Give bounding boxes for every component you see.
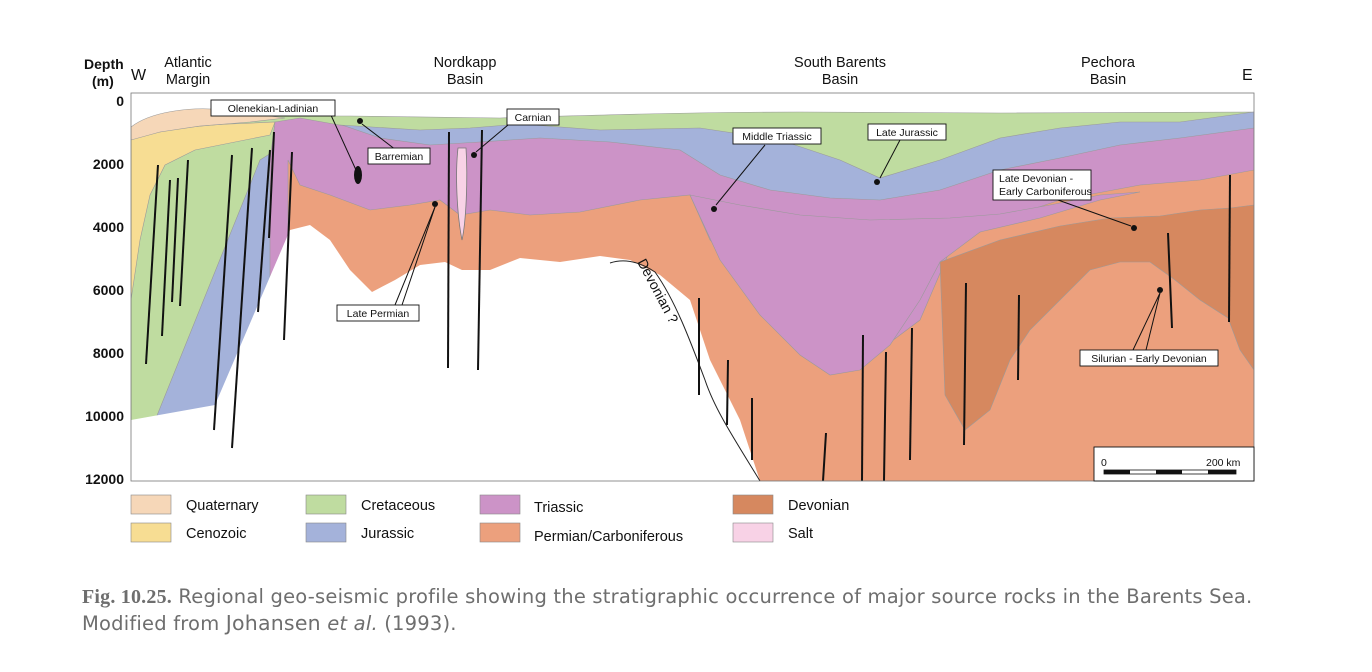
- west-label: W: [131, 67, 147, 84]
- legend-label-permian-carboniferous: Permian/Carboniferous: [534, 529, 683, 545]
- annotation-late-jurassic-text: Late Jurassic: [876, 127, 938, 139]
- depth-tick-12000: 12000: [85, 471, 124, 487]
- annotation-olenekian-text: Olenekian-Ladinian: [228, 103, 319, 115]
- annotation-late-devonian-text-2: Early Carboniferous: [999, 186, 1092, 198]
- annotation-late-jurassic: Late Jurassic: [867, 123, 947, 141]
- annotation-barremian: Barremian: [367, 147, 431, 165]
- basin-label-pechora-line1: Pechora: [1081, 55, 1136, 71]
- depth-axis-title: Depth: [84, 56, 124, 72]
- basement-region: [131, 225, 760, 481]
- annotation-late-permian: Late Permian: [336, 304, 420, 322]
- basin-label-nordkapp-line2: Basin: [447, 72, 483, 88]
- basin-label-south-barents-line1: South Barents: [794, 55, 886, 71]
- legend-item-quaternary: Quaternary: [130, 494, 259, 515]
- annotation-silurian-text: Silurian - Early Devonian: [1091, 353, 1207, 365]
- cross-section: [130, 92, 1255, 482]
- legend-label-triassic: Triassic: [534, 500, 583, 516]
- scale-bar-start: 0: [1101, 457, 1107, 469]
- basin-label-atlantic-line2: Margin: [166, 72, 210, 88]
- basin-label-atlantic-line1: Atlantic: [164, 55, 212, 71]
- legend-label-jurassic: Jurassic: [361, 526, 414, 542]
- east-label: E: [1242, 67, 1253, 84]
- legend-swatch-devonian: [732, 494, 774, 515]
- legend-label-devonian: Devonian: [788, 498, 849, 514]
- annotation-silurian: Silurian - Early Devonian: [1079, 349, 1219, 367]
- depth-tick-0: 0: [116, 93, 124, 109]
- legend-label-cenozoic: Cenozoic: [186, 526, 246, 542]
- caption-year: (1993).: [377, 612, 457, 635]
- caption-author: Johansen: [225, 611, 321, 635]
- layer-quaternary: [131, 108, 286, 141]
- legend-swatch-permian-carboniferous: [479, 522, 521, 543]
- figure-caption: Fig. 10.25. Regional geo-seismic profile…: [82, 584, 1312, 637]
- depth-tick-2000: 2000: [93, 156, 124, 172]
- legend-swatch-cenozoic: [130, 522, 172, 543]
- leader-lines: [329, 112, 1161, 351]
- annotation-late-devonian: Late Devonian - Early Carboniferous: [992, 169, 1092, 201]
- figure-number: Fig. 10.25.: [82, 586, 172, 608]
- legend-item-devonian: Devonian: [732, 494, 849, 515]
- legend: Quaternary Cenozoic Cretaceous Jurassic …: [130, 494, 849, 545]
- scale-bar-end: 200 km: [1206, 457, 1241, 469]
- layer-devonian: [939, 204, 1254, 431]
- legend-label-quaternary: Quaternary: [186, 498, 259, 514]
- faults: [145, 129, 1231, 481]
- section-frame: [130, 92, 1255, 482]
- legend-swatch-quaternary: [130, 494, 172, 515]
- annotation-late-permian-text: Late Permian: [347, 308, 410, 320]
- legend-swatch-triassic: [479, 494, 521, 515]
- devonian-question-outline: [609, 260, 761, 481]
- depth-tick-10000: 10000: [85, 408, 124, 424]
- depth-tick-8000: 8000: [93, 345, 124, 361]
- annotation-middle-triassic: Middle Triassic: [732, 127, 822, 145]
- depth-tick-4000: 4000: [93, 219, 124, 235]
- annotation-middle-triassic-text: Middle Triassic: [742, 131, 811, 143]
- layer-salt: [456, 147, 468, 241]
- annotation-carnian-text: Carnian: [515, 112, 552, 124]
- legend-swatch-jurassic: [305, 522, 347, 543]
- legend-item-jurassic: Jurassic: [305, 522, 414, 543]
- basin-label-pechora-line2: Basin: [1090, 72, 1126, 88]
- annotation-carnian: Carnian: [506, 108, 560, 126]
- legend-item-salt: Salt: [732, 522, 813, 543]
- geo-seismic-profile-figure: Depth (m) W E Atlantic Margin Nordkapp B…: [84, 55, 1255, 545]
- legend-swatch-salt: [732, 522, 774, 543]
- legend-item-triassic: Triassic: [479, 494, 583, 516]
- legend-swatch-cretaceous: [305, 494, 347, 515]
- legend-label-salt: Salt: [788, 526, 813, 542]
- legend-label-cretaceous: Cretaceous: [361, 498, 435, 514]
- annotation-late-devonian-text-1: Late Devonian -: [999, 173, 1074, 185]
- source-rock-markers: [354, 118, 1163, 293]
- layer-triassic-trough: [689, 191, 1141, 376]
- scale-bar: 0 200 km: [1093, 446, 1255, 482]
- annotation-olenekian: Olenekian-Ladinian: [210, 99, 336, 117]
- legend-item-cretaceous: Cretaceous: [305, 494, 435, 515]
- caption-text: Regional geo-seismic profile showing the…: [82, 585, 1253, 635]
- legend-item-cenozoic: Cenozoic: [130, 522, 246, 543]
- basin-label-south-barents-line2: Basin: [822, 72, 858, 88]
- depth-axis-unit: (m): [92, 73, 114, 89]
- caption-etal: et al.: [327, 612, 378, 635]
- legend-item-permian-carboniferous: Permian/Carboniferous: [479, 522, 683, 545]
- depth-tick-6000: 6000: [93, 282, 124, 298]
- basin-label-nordkapp-line1: Nordkapp: [434, 55, 497, 71]
- annotation-barremian-text: Barremian: [375, 151, 424, 163]
